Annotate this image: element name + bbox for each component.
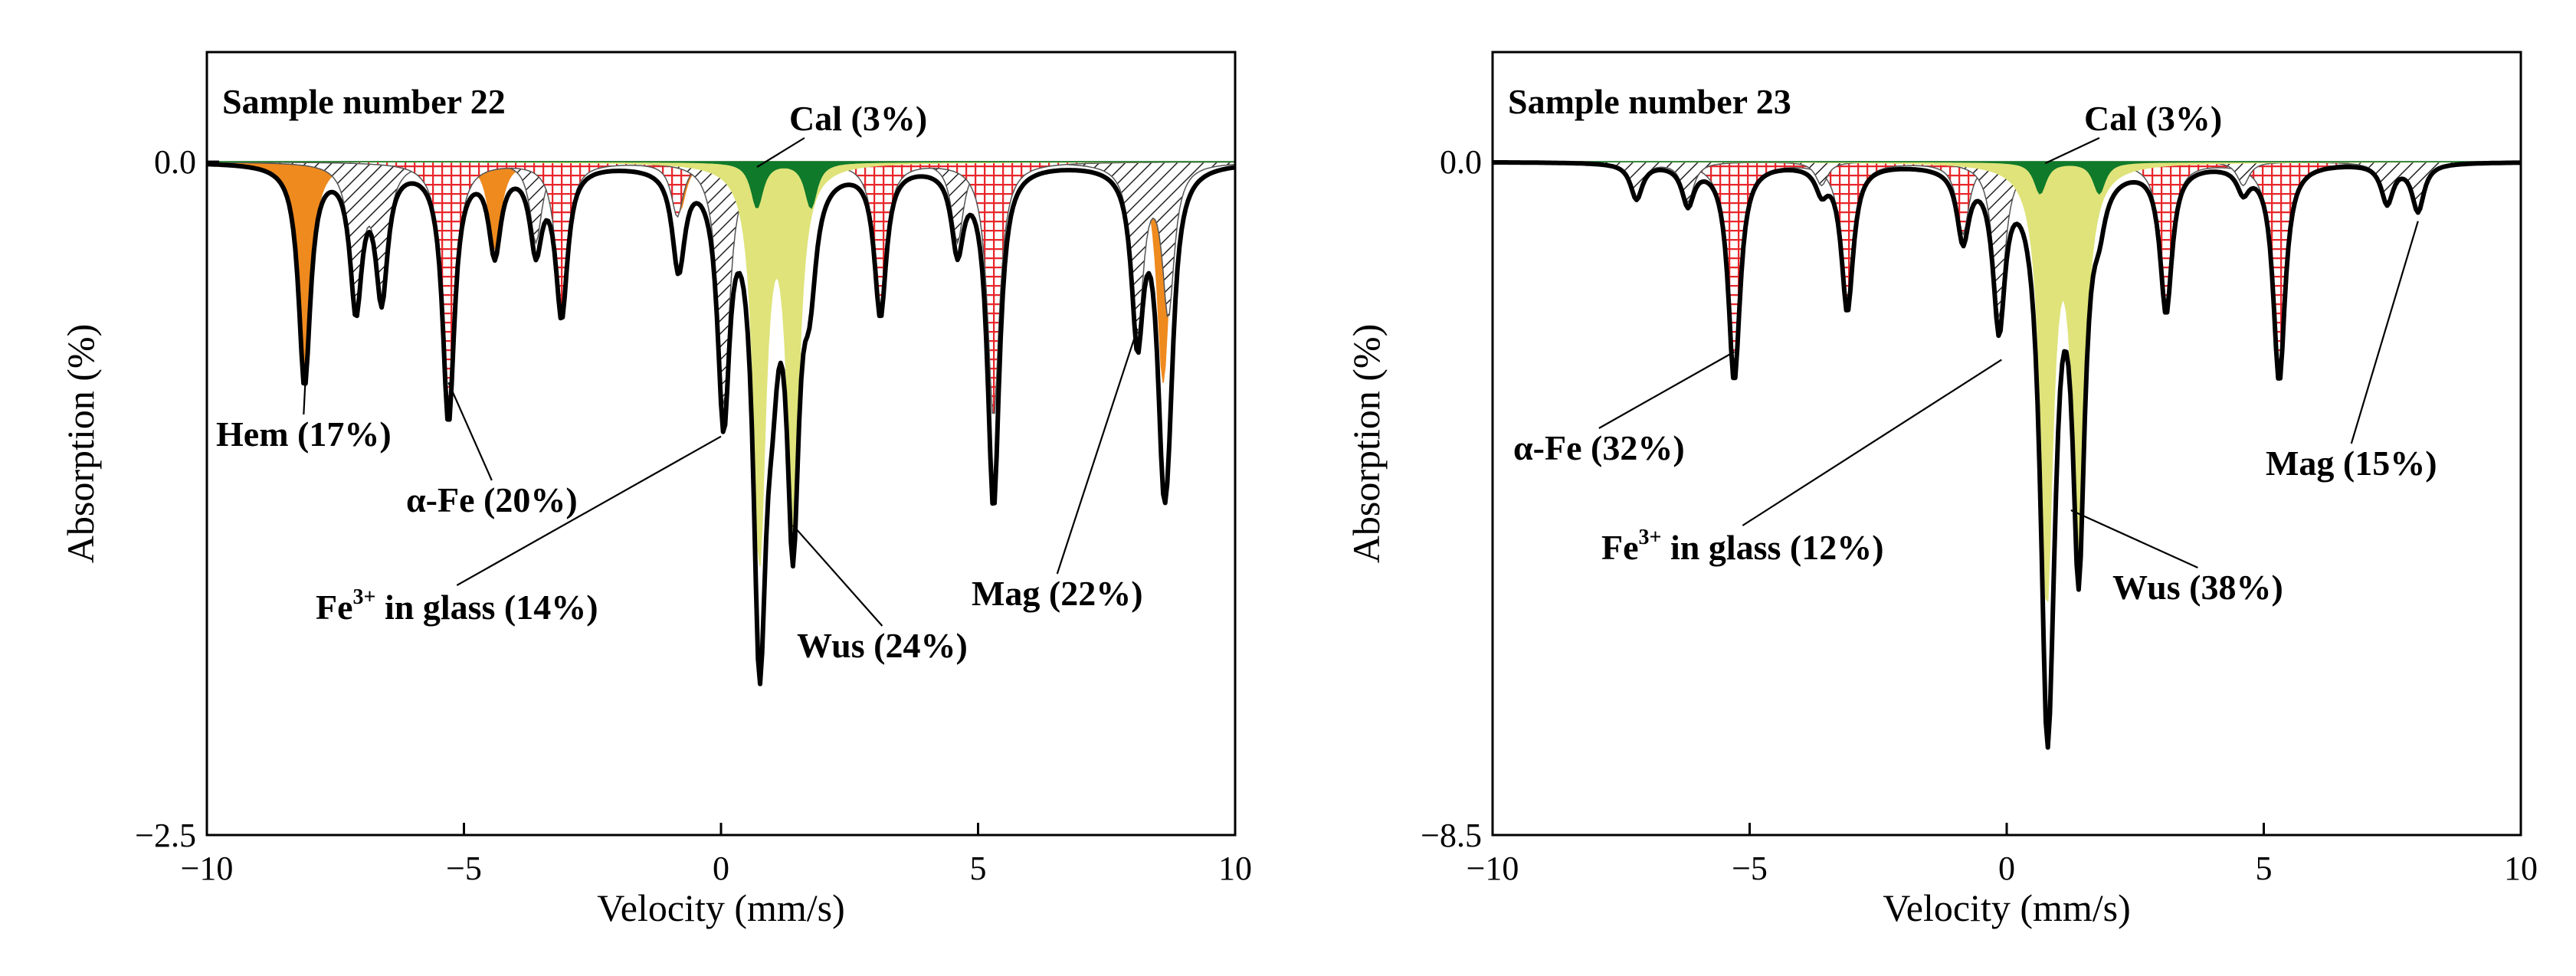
total-fit-line xyxy=(206,162,1236,686)
axes-group: −10 −5 0 5 10 0.0 −8.5 xyxy=(1421,143,2538,887)
component-area xyxy=(1492,161,2522,318)
x-tick-label: −5 xyxy=(1732,850,1768,887)
annotation-base: Fe xyxy=(316,588,353,627)
y-tick-label: 0.0 xyxy=(154,143,196,181)
component-area xyxy=(1492,161,2522,195)
y-axis-label: Absorption (%) xyxy=(59,324,102,563)
x-tick-label: 0 xyxy=(713,850,729,887)
annotation-leader xyxy=(456,435,722,586)
annotation-label: Fe3+ in glass (12%) xyxy=(1601,526,1884,567)
annotation-wus: Wus (24%) xyxy=(792,524,968,665)
component-fe3-in-glass xyxy=(1492,161,2522,318)
annotation-alpha-fe: α-Fe (32%) xyxy=(1513,351,1735,467)
x-tick-label: −5 xyxy=(446,850,482,887)
annotation-label: Cal (3%) xyxy=(2084,99,2222,138)
chart-title: Sample number 23 xyxy=(1508,82,1791,121)
annotation-sup: 3+ xyxy=(353,585,376,609)
y-tick-label: 0.0 xyxy=(1440,143,1482,181)
y-tick-label: −8.5 xyxy=(1421,817,1482,854)
x-tick-label: 10 xyxy=(1218,850,1252,887)
annotations-group: Hem (17%) α-Fe (20%) Fe3+ in glass (14%) Wu… xyxy=(216,99,1143,665)
annotation-fe3-glass: Fe3+ in glass (12%) xyxy=(1601,359,2002,567)
annotation-leader xyxy=(2044,137,2100,165)
component-cal xyxy=(206,161,1236,209)
annotation-label: Mag (15%) xyxy=(2266,444,2437,483)
annotation-label: Cal (3%) xyxy=(789,99,927,138)
annotation-mag: Mag (15%) xyxy=(2266,221,2437,483)
chart-panel-sample-23: −10 −5 0 5 10 0.0 −8.5 Sample number 23 Absorp… xyxy=(1345,51,2538,929)
annotation-label: Mag (22%) xyxy=(972,574,1143,613)
x-tick-label: −10 xyxy=(1467,850,1519,887)
annotation-cal: Cal (3%) xyxy=(2044,99,2222,165)
annotation-leader xyxy=(1598,351,1735,429)
annotation-label: Fe3+ in glass (14%) xyxy=(316,585,598,627)
axes-group: −10 −5 0 5 10 0.0 −2.5 xyxy=(135,143,1252,887)
y-tick-label: −2.5 xyxy=(135,817,196,854)
x-tick-label: −10 xyxy=(181,850,234,887)
annotation-sup: 3+ xyxy=(1639,526,1662,549)
x-tick-label: 0 xyxy=(1998,850,2015,887)
chart-title: Sample number 22 xyxy=(222,82,506,121)
annotation-wus: Wus (38%) xyxy=(2070,509,2283,607)
x-tick-label: 5 xyxy=(2256,850,2273,887)
annotation-label: α-Fe (32%) xyxy=(1513,428,1685,467)
annotation-label: Wus (38%) xyxy=(2112,568,2283,607)
x-tick-label: 10 xyxy=(2504,850,2538,887)
annotation-label: Hem (17%) xyxy=(216,414,392,454)
total-fit-line xyxy=(1492,159,2522,750)
annotation-leader xyxy=(1056,328,1139,575)
x-axis-label: Velocity (mm/s) xyxy=(597,886,845,929)
annotation-leader xyxy=(756,137,805,169)
annotation-leader xyxy=(1742,359,2002,526)
annotations-group: α-Fe (32%) Fe3+ in glass (12%) Wus (38%) Ma… xyxy=(1513,99,2437,607)
x-axis-label: Velocity (mm/s) xyxy=(1883,886,2131,929)
annotation-leader xyxy=(2070,509,2198,569)
component-area xyxy=(206,161,1236,209)
chart-panel-sample-22: −10 −5 0 5 10 0.0 −2.5 Sample number 22 Absorp… xyxy=(59,51,1252,929)
component-cal xyxy=(1492,161,2522,195)
annotation-leader xyxy=(303,345,308,415)
annotation-fe3-glass: Fe3+ in glass (14%) xyxy=(316,435,722,627)
annotation-rest: in glass (14%) xyxy=(375,588,598,627)
x-tick-label: 5 xyxy=(970,850,987,887)
annotation-base: Fe xyxy=(1601,528,1639,567)
annotation-hem: Hem (17%) xyxy=(216,345,392,454)
annotation-leader xyxy=(792,524,883,627)
annotation-leader xyxy=(447,382,493,481)
annotation-label: α-Fe (20%) xyxy=(406,480,578,519)
annotation-mag: Mag (22%) xyxy=(972,328,1143,613)
annotation-label: Wus (24%) xyxy=(797,626,968,665)
annotation-cal: Cal (3%) xyxy=(756,99,927,169)
annotation-alpha-fe: α-Fe (20%) xyxy=(406,382,578,519)
y-axis-label: Absorption (%) xyxy=(1345,324,1388,563)
annotation-leader xyxy=(2350,221,2419,444)
annotation-rest: in glass (12%) xyxy=(1661,528,1883,567)
components-group xyxy=(1492,161,2522,603)
